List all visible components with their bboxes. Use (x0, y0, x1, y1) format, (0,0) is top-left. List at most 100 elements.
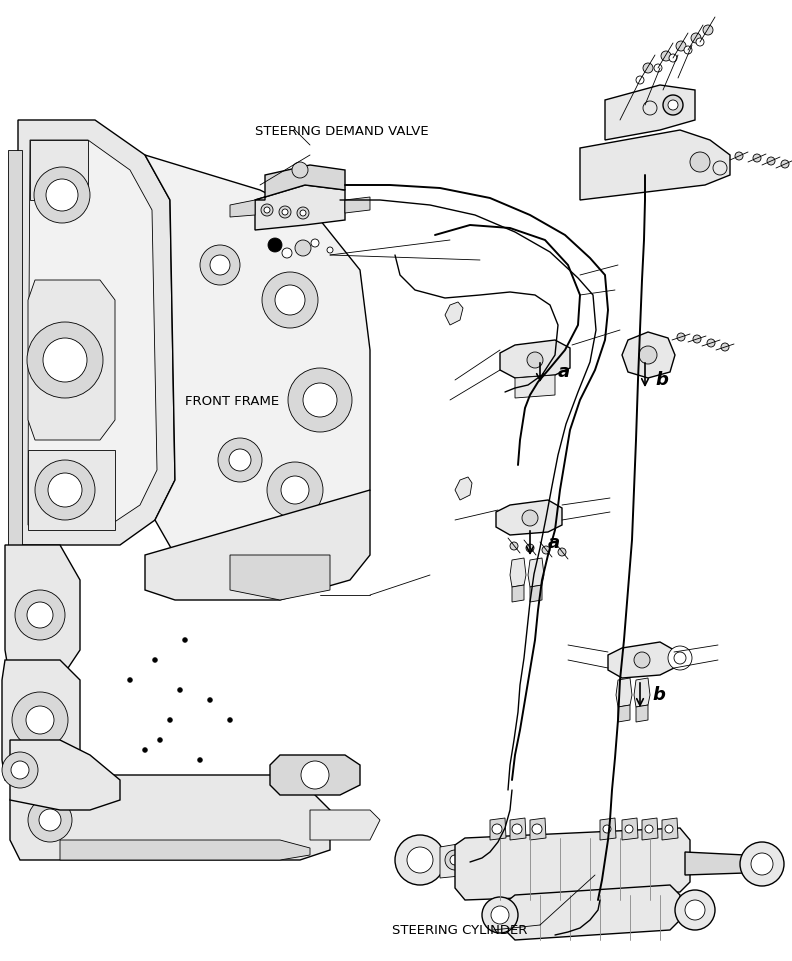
Polygon shape (440, 842, 470, 878)
Circle shape (767, 157, 775, 165)
Circle shape (445, 850, 465, 870)
Polygon shape (345, 197, 370, 213)
Polygon shape (605, 85, 695, 140)
Polygon shape (510, 558, 526, 587)
Circle shape (197, 757, 203, 762)
Polygon shape (616, 678, 632, 707)
Circle shape (46, 179, 78, 211)
Circle shape (691, 33, 701, 43)
Polygon shape (230, 200, 255, 217)
Circle shape (128, 678, 132, 682)
Text: STEERING CYLINDER: STEERING CYLINDER (392, 924, 527, 937)
Text: b: b (652, 686, 664, 704)
Circle shape (27, 322, 103, 398)
Circle shape (182, 637, 188, 643)
Polygon shape (455, 477, 472, 500)
Polygon shape (28, 450, 115, 530)
Circle shape (275, 285, 305, 315)
Circle shape (491, 906, 509, 924)
Circle shape (2, 752, 38, 788)
Circle shape (153, 657, 158, 662)
Polygon shape (515, 375, 555, 398)
Circle shape (279, 206, 291, 218)
Polygon shape (505, 885, 680, 940)
Circle shape (643, 101, 657, 115)
Circle shape (11, 761, 29, 779)
Circle shape (661, 51, 671, 61)
Circle shape (303, 383, 337, 417)
Circle shape (311, 239, 319, 247)
Circle shape (295, 240, 311, 256)
Circle shape (696, 38, 704, 46)
Circle shape (665, 825, 673, 833)
Polygon shape (310, 810, 380, 840)
Circle shape (450, 855, 460, 865)
Circle shape (395, 835, 445, 885)
Circle shape (292, 162, 308, 178)
Polygon shape (10, 775, 330, 860)
Circle shape (208, 698, 212, 702)
Circle shape (654, 64, 662, 72)
Polygon shape (530, 585, 542, 602)
Circle shape (268, 238, 282, 252)
Circle shape (542, 546, 550, 554)
Polygon shape (580, 130, 730, 200)
Circle shape (669, 54, 677, 62)
Circle shape (668, 100, 678, 110)
Circle shape (781, 160, 789, 168)
Circle shape (27, 602, 53, 628)
Circle shape (28, 798, 72, 842)
Polygon shape (618, 705, 630, 722)
Circle shape (218, 438, 262, 482)
Circle shape (675, 890, 715, 930)
Circle shape (668, 646, 692, 670)
Polygon shape (530, 818, 546, 840)
Polygon shape (145, 490, 370, 600)
Circle shape (512, 824, 522, 834)
Circle shape (12, 692, 68, 748)
Circle shape (603, 825, 611, 833)
Circle shape (300, 210, 306, 216)
Polygon shape (622, 818, 638, 840)
Polygon shape (685, 852, 745, 875)
Polygon shape (28, 140, 157, 525)
Polygon shape (622, 332, 675, 378)
Polygon shape (270, 755, 360, 795)
Polygon shape (145, 155, 370, 555)
Circle shape (492, 824, 502, 834)
Circle shape (264, 207, 270, 213)
Polygon shape (662, 818, 678, 840)
Polygon shape (255, 185, 345, 230)
Circle shape (643, 63, 653, 73)
Text: FRONT FRAME: FRONT FRAME (185, 395, 279, 408)
Circle shape (327, 247, 333, 253)
Circle shape (407, 847, 433, 873)
Polygon shape (510, 818, 526, 840)
Circle shape (158, 737, 162, 743)
Circle shape (167, 718, 173, 723)
Polygon shape (634, 678, 650, 707)
Circle shape (751, 853, 773, 875)
Polygon shape (600, 818, 616, 840)
Circle shape (39, 809, 61, 831)
Text: STEERING DEMAND VALVE: STEERING DEMAND VALVE (255, 125, 428, 138)
Polygon shape (636, 705, 648, 722)
Circle shape (721, 343, 729, 351)
Polygon shape (60, 840, 310, 860)
Polygon shape (445, 302, 463, 325)
Circle shape (261, 204, 273, 216)
Circle shape (753, 154, 761, 162)
Polygon shape (490, 818, 506, 840)
Circle shape (26, 706, 54, 734)
Polygon shape (528, 558, 544, 587)
Circle shape (663, 95, 683, 115)
Circle shape (288, 368, 352, 432)
Polygon shape (5, 545, 80, 680)
Circle shape (703, 25, 713, 35)
Circle shape (282, 209, 288, 215)
Circle shape (707, 339, 715, 347)
Circle shape (645, 825, 653, 833)
Circle shape (527, 352, 543, 368)
Circle shape (634, 652, 650, 668)
Circle shape (532, 824, 542, 834)
